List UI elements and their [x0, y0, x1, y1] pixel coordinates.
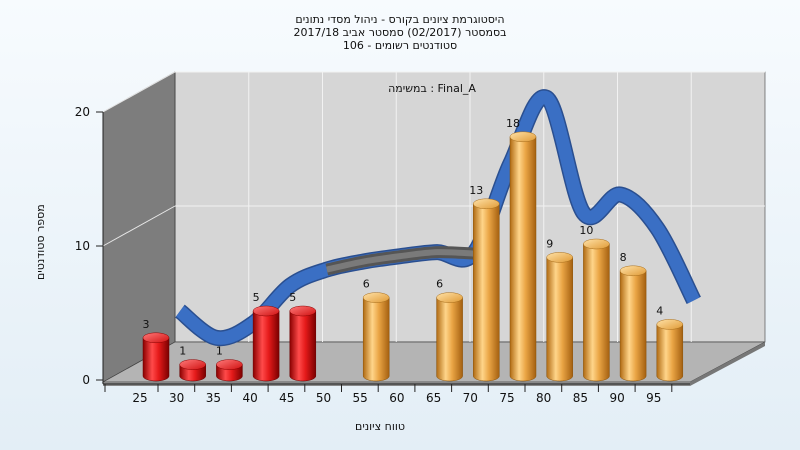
x-tick-label: 30: [169, 391, 184, 405]
bar: [142, 332, 170, 382]
chart-title-line-1: היסטוגרמת ציונים בקורס - ניהול מסדי נתונ…: [295, 13, 505, 26]
bar: [509, 131, 537, 382]
bar-body: [362, 297, 390, 382]
data-label: 9: [546, 237, 553, 250]
bar-top: [362, 292, 390, 303]
bar-top: [142, 332, 170, 344]
data-label: 10: [579, 224, 593, 237]
y-axis-label: מספר סטודנטים: [34, 204, 47, 280]
bar-body: [252, 310, 280, 382]
bar: [179, 359, 206, 382]
x-tick-label: 60: [389, 391, 404, 405]
y-axis: 0 10 20: [75, 105, 104, 387]
bar-body: [583, 243, 610, 382]
data-label: 6: [363, 278, 370, 291]
gridline-side: [102, 205, 176, 247]
x-tick-label: 45: [279, 391, 294, 405]
x-tick-label: 80: [536, 391, 551, 405]
x-tick-label: 35: [206, 391, 221, 405]
x-tick-label: 50: [316, 391, 331, 405]
bar: [473, 198, 500, 382]
data-label: 5: [289, 291, 296, 304]
trend-ribbon-face: [175, 90, 700, 345]
bar-body: [509, 136, 537, 382]
bar: [289, 305, 317, 382]
bar-top: [509, 131, 537, 143]
bar-top: [436, 292, 463, 303]
data-label: 1: [179, 345, 186, 358]
bar-top: [252, 305, 280, 317]
bar-body: [546, 257, 573, 382]
x-axis-label: טווח ציונים: [355, 420, 405, 433]
x-tick-label: 85: [573, 391, 588, 405]
y-tick-label: 0: [82, 373, 90, 387]
trend-ribbon: [174, 89, 701, 347]
bar: [362, 292, 390, 382]
data-label: 8: [620, 251, 627, 264]
floor-side: [690, 342, 765, 386]
bar-body: [619, 270, 647, 382]
data-label: 4: [656, 304, 663, 317]
data-label: 5: [253, 291, 260, 304]
x-tick-label: 65: [426, 391, 441, 405]
bars: [142, 131, 684, 382]
bar-top: [546, 252, 573, 263]
x-tick-label: 25: [132, 391, 147, 405]
x-tick-label: 40: [242, 391, 257, 405]
x-tick-label: 70: [463, 391, 478, 405]
bar: [656, 319, 684, 382]
bar: [252, 305, 280, 382]
bar: [619, 265, 647, 382]
bar-top: [179, 359, 206, 370]
chart-title-line-2: בסמסטר (02/2017) סמסטר אביב 2017/18: [293, 26, 507, 39]
gridline-side: [102, 71, 176, 113]
x-tick-label: 55: [353, 391, 368, 405]
bar: [216, 359, 243, 382]
data-label: 3: [143, 318, 150, 331]
data-label: 1: [216, 345, 223, 358]
data-labels: 3 1 1 5 5 6 6 13 18 9 10 8 4: [143, 117, 664, 358]
bar-top: [583, 238, 610, 250]
x-tick-label: 90: [609, 391, 624, 405]
y-tick-label: 20: [75, 105, 90, 119]
data-label: 6: [436, 278, 443, 291]
trend-ribbon-shadow-highlight: [326, 249, 474, 273]
chart-title-line-3: סטודנטים רשומים - 106: [342, 39, 458, 52]
chart-annotation: במשימה : Final_A: [388, 82, 476, 95]
data-label: 13: [469, 184, 483, 197]
data-label: 18: [506, 117, 520, 130]
x-axis: 25 30 35 40 45 50 55 60 65 70 75 80 85 90 95: [103, 383, 690, 405]
bar-body: [142, 337, 170, 382]
bar-body: [473, 203, 500, 382]
bar-top: [473, 198, 500, 210]
x-tick-label: 75: [499, 391, 514, 405]
bar: [436, 292, 463, 382]
bar: [583, 238, 610, 382]
bar-body: [289, 310, 317, 382]
bar-body: [656, 324, 684, 382]
y-tick-label: 10: [75, 239, 90, 253]
bar-body: [436, 297, 463, 382]
gridlines: [102, 71, 765, 342]
x-tick-label: 95: [646, 391, 661, 405]
bar-top: [656, 319, 684, 330]
bar: [546, 252, 573, 382]
bar-top: [619, 265, 647, 277]
bar-top: [216, 359, 243, 370]
bar-top: [289, 305, 317, 317]
